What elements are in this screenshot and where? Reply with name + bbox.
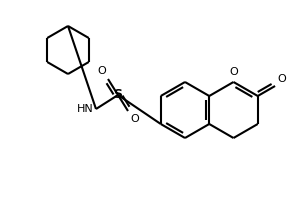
Text: O: O	[97, 66, 106, 76]
Text: O: O	[277, 74, 286, 84]
Text: HN: HN	[77, 104, 94, 114]
Text: O: O	[229, 67, 238, 77]
Text: S: S	[113, 88, 122, 102]
Text: O: O	[130, 114, 139, 124]
